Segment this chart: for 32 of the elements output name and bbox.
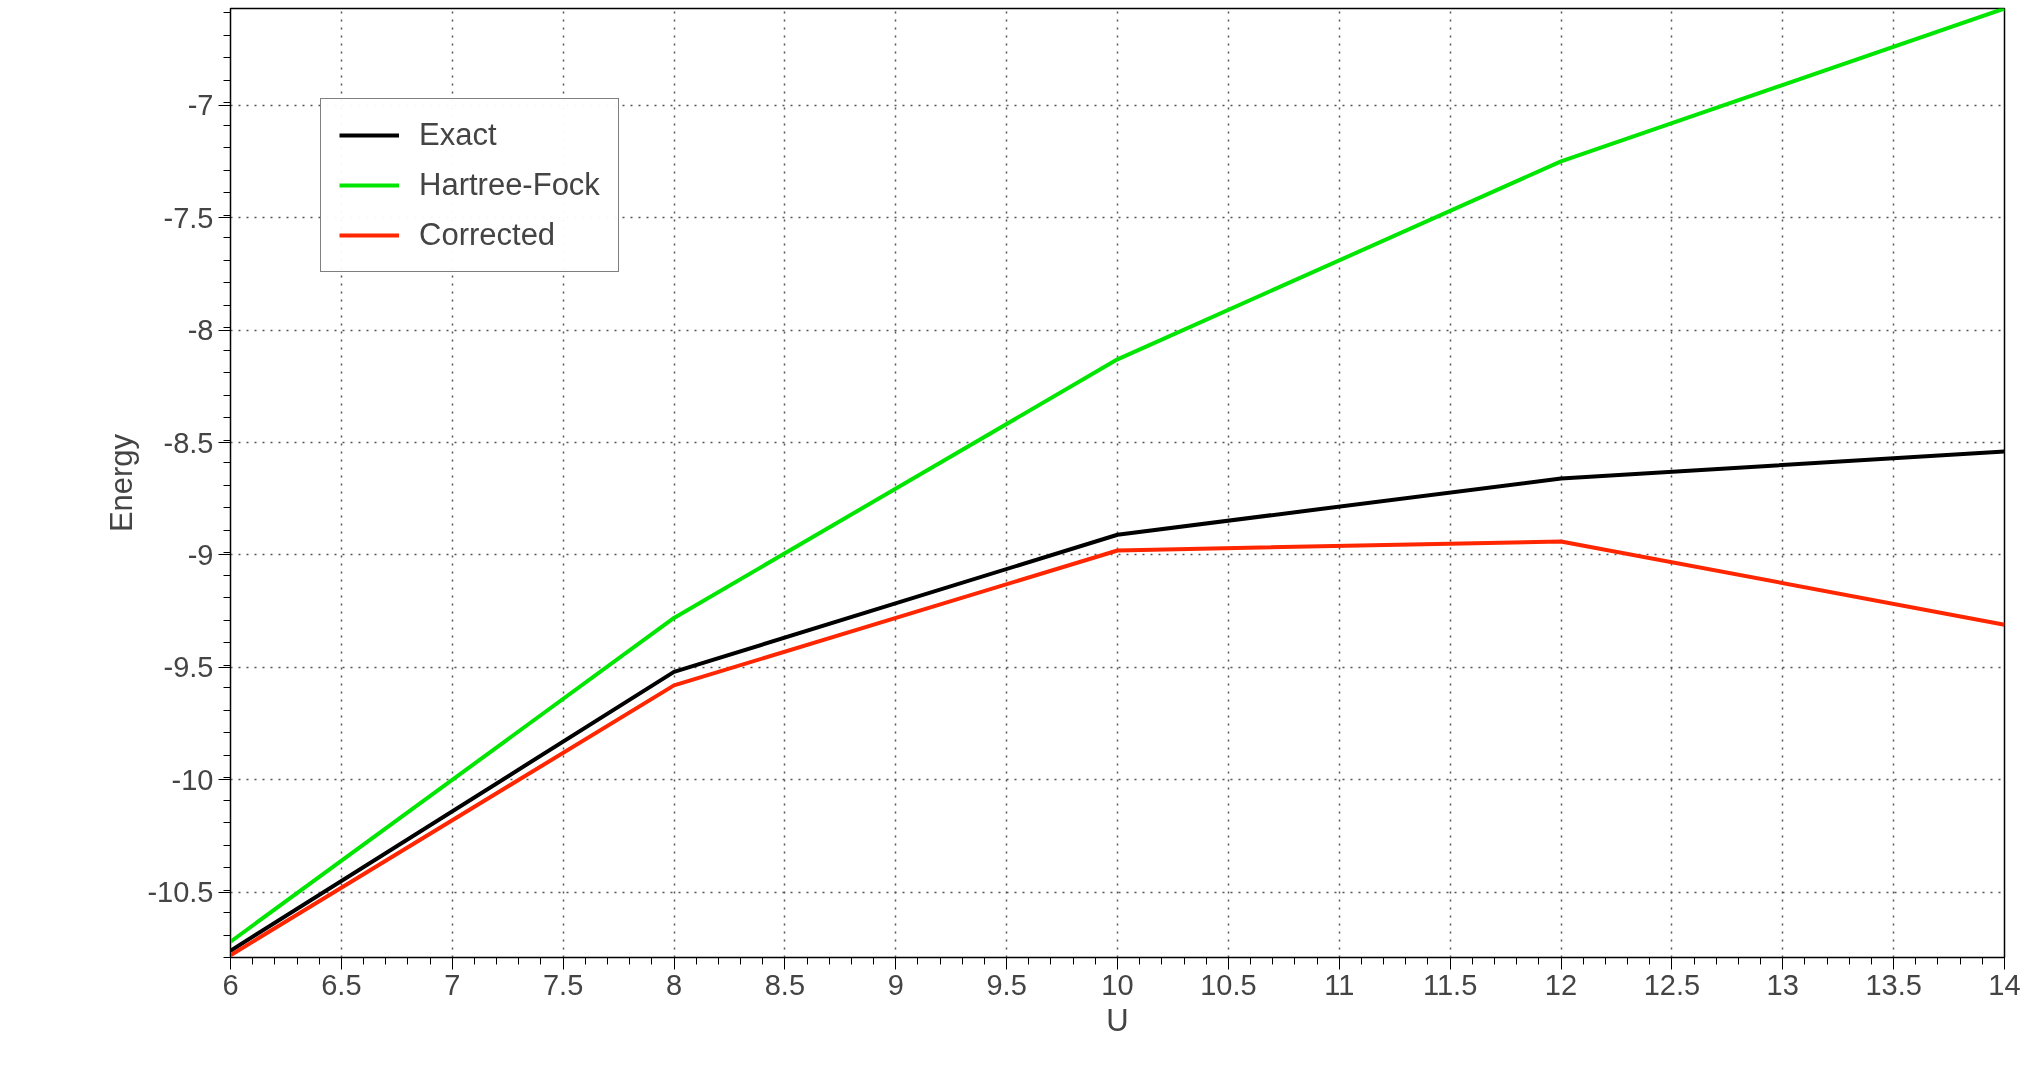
x-tick-label: 10 bbox=[1101, 968, 1134, 1001]
x-tick-label: 9 bbox=[887, 968, 904, 1001]
x-tick-label: 11 bbox=[1324, 968, 1355, 1001]
x-tick-label: 13 bbox=[1766, 968, 1799, 1001]
y-tick-label: -8.5 bbox=[163, 426, 214, 459]
x-tick-label: 12.5 bbox=[1643, 968, 1701, 1001]
x-tick-label: 12 bbox=[1544, 968, 1578, 1001]
y-tick-label: -10.5 bbox=[147, 876, 214, 909]
y-tick-label: -7.5 bbox=[163, 201, 214, 234]
y-tick-label: -9.5 bbox=[163, 651, 214, 684]
x-tick-label: 11.5 bbox=[1422, 968, 1478, 1001]
x-tick-label: 7.5 bbox=[542, 968, 584, 1001]
x-tick-label: 8.5 bbox=[764, 968, 806, 1001]
y-tick-label: -7 bbox=[187, 89, 214, 122]
line-series bbox=[230, 539, 2005, 958]
legend-label: Exact bbox=[419, 117, 497, 153]
y-axis-title: Energy bbox=[104, 433, 140, 533]
x-tick-label: 6 bbox=[222, 968, 239, 1001]
legend-label: Corrected bbox=[419, 217, 556, 253]
x-tick-label: 8 bbox=[665, 968, 683, 1001]
y-tick-label: -9 bbox=[187, 538, 214, 571]
x-tick-label: 6.5 bbox=[321, 968, 362, 1001]
line-series bbox=[230, 8, 2005, 944]
x-tick-label: 10.5 bbox=[1200, 968, 1257, 1001]
y-tick-label: -8 bbox=[187, 314, 214, 347]
legend-label: Hartree-Fock bbox=[419, 167, 600, 203]
x-tick-label: 7 bbox=[444, 968, 461, 1001]
x-tick-label: 14 bbox=[1988, 968, 2021, 1001]
y-tick-label: -10 bbox=[171, 763, 214, 796]
x-tick-label: 13.5 bbox=[1865, 968, 1922, 1001]
x-axis-title: U bbox=[1106, 1002, 1129, 1038]
x-tick-label: 9.5 bbox=[986, 968, 1027, 1001]
